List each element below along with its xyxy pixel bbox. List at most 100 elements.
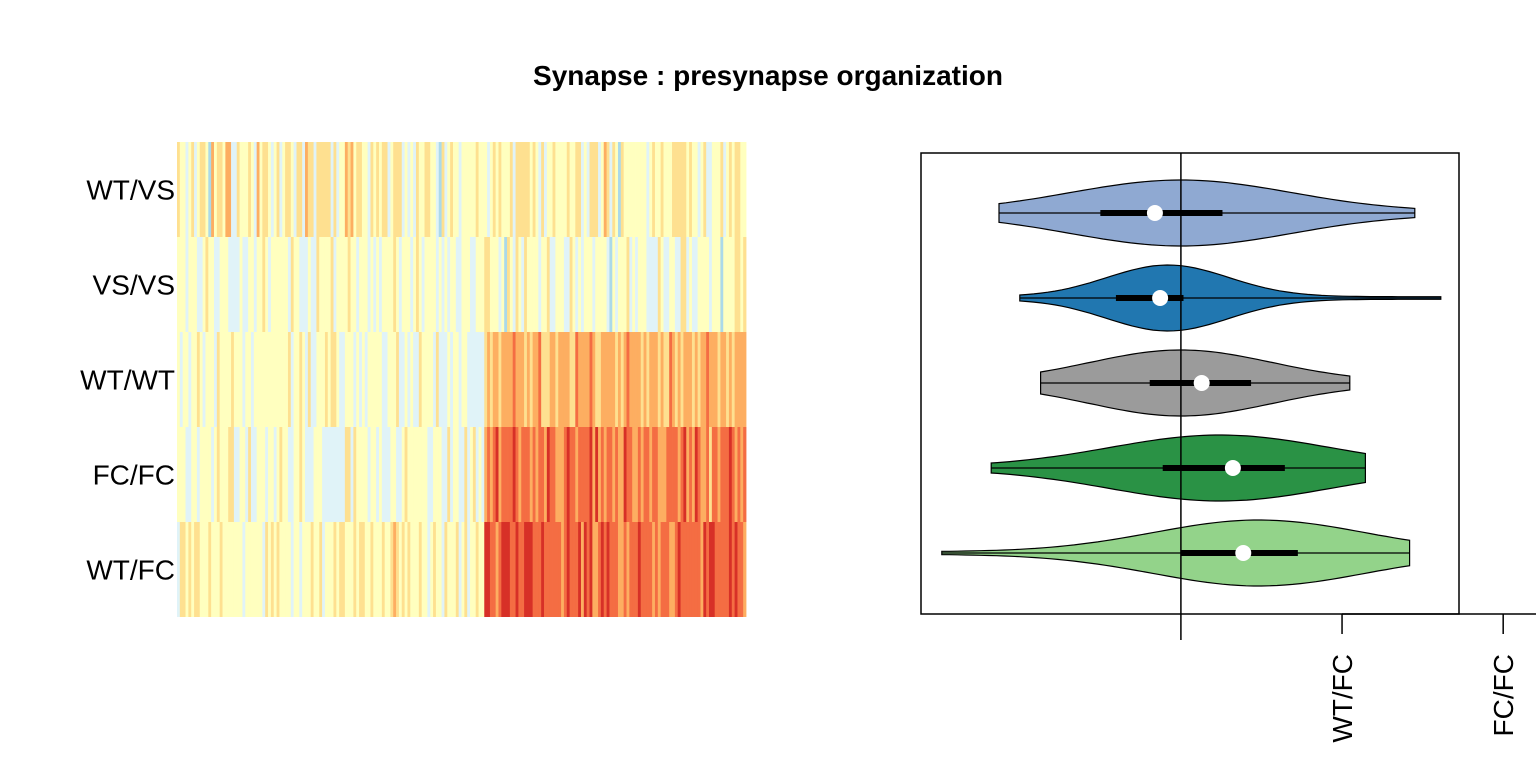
heatmap-cell	[535, 237, 539, 332]
heatmap-cell	[356, 142, 360, 237]
heatmap-row	[177, 427, 747, 522]
heatmap-cell	[222, 522, 226, 617]
heatmap-cell	[592, 237, 596, 332]
heatmap-cell	[538, 522, 542, 617]
heatmap-cell	[307, 237, 312, 332]
heatmap-cell	[470, 142, 474, 237]
heatmap-cell	[487, 237, 491, 332]
heatmap-cell	[507, 142, 511, 237]
heatmap-cell	[544, 142, 548, 237]
heatmap-cell	[310, 237, 314, 332]
heatmap-cell	[481, 522, 485, 617]
heatmap-cell	[290, 522, 295, 617]
heatmap-cell	[578, 332, 582, 427]
heatmap-cell	[370, 237, 374, 332]
heatmap-cell	[686, 332, 690, 427]
heatmap-cell	[404, 332, 408, 427]
heatmap-cell	[242, 237, 246, 332]
violin	[1019, 264, 1442, 332]
heatmap-cell	[342, 142, 346, 237]
heatmap-cell	[282, 427, 286, 522]
heatmap-cell	[359, 427, 363, 522]
heatmap-row	[177, 522, 747, 617]
heatmap-cell	[353, 427, 357, 522]
heatmap-cell	[731, 427, 736, 522]
heatmap-cell	[270, 332, 275, 427]
heatmap-cell	[285, 142, 289, 237]
heatmap-cell	[558, 332, 562, 427]
heatmap-cell	[376, 427, 380, 522]
heatmap-cell	[569, 142, 573, 237]
heatmap-cell	[666, 427, 670, 522]
violin-median-point	[1146, 205, 1163, 221]
heatmap-cell	[407, 332, 411, 427]
heatmap-cell	[182, 427, 186, 522]
heatmap-cell	[239, 427, 243, 522]
heatmap-cell	[552, 427, 556, 522]
heatmap-cell	[248, 332, 252, 427]
heatmap-cell	[413, 332, 417, 427]
heatmap-cell	[444, 332, 448, 427]
heatmap-cell	[279, 427, 283, 522]
heatmap-cell	[282, 142, 286, 237]
heatmap-cell	[461, 142, 465, 237]
heatmap-cell	[743, 427, 747, 522]
heatmap-cell	[404, 237, 408, 332]
heatmap-cell	[455, 332, 460, 427]
heatmap-cell	[492, 142, 497, 237]
heatmap-cell	[737, 427, 741, 522]
heatmap-cell	[734, 427, 738, 522]
heatmap-cell	[273, 332, 277, 427]
heatmap-cell	[546, 332, 551, 427]
heatmap-cell	[720, 332, 724, 427]
heatmap-cell	[626, 142, 630, 237]
heatmap-cell	[293, 522, 297, 617]
heatmap-cell	[504, 332, 508, 427]
heatmap-cell	[569, 332, 573, 427]
heatmap-cell	[376, 142, 380, 237]
heatmap-cell	[586, 237, 590, 332]
heatmap-cell	[350, 427, 354, 522]
heatmap-cell	[435, 237, 440, 332]
heatmap-cell	[435, 332, 440, 427]
heatmap-cell	[663, 237, 667, 332]
heatmap-cell	[327, 427, 332, 522]
heatmap-cell	[609, 237, 613, 332]
heatmap-cell	[327, 522, 332, 617]
heatmap-cell	[379, 522, 383, 617]
heatmap-cell	[569, 522, 573, 617]
heatmap-cell	[680, 332, 684, 427]
heatmap-cell	[615, 427, 619, 522]
heatmap-cell	[583, 427, 588, 522]
heatmap-cell	[669, 237, 673, 332]
heatmap-cell	[296, 522, 300, 617]
heatmap-cell	[199, 237, 204, 332]
heatmap-cell	[191, 522, 195, 617]
heatmap-cell	[438, 237, 442, 332]
heatmap-cell	[623, 237, 627, 332]
heatmap-cell	[467, 427, 471, 522]
heatmap-cell	[535, 522, 539, 617]
heatmap-cell	[273, 142, 277, 237]
heatmap-cell	[484, 522, 488, 617]
heatmap-cell	[364, 332, 369, 427]
heatmap-cell	[552, 332, 556, 427]
heatmap-cell	[450, 237, 454, 332]
heatmap-cell	[475, 522, 479, 617]
heatmap-cell	[689, 332, 693, 427]
heatmap-cell	[194, 332, 198, 427]
heatmap-cell	[674, 522, 679, 617]
heatmap-cell	[714, 332, 718, 427]
heatmap-cell	[626, 332, 630, 427]
heatmap-cell	[447, 522, 451, 617]
heatmap-cell	[592, 142, 596, 237]
heatmap-cell	[194, 522, 198, 617]
heatmap-cell	[677, 427, 681, 522]
heatmap-cell	[592, 427, 596, 522]
heatmap-cell	[649, 427, 653, 522]
heatmap-cell	[743, 522, 747, 617]
heatmap-cell	[233, 332, 238, 427]
heatmap-cell	[663, 427, 667, 522]
heatmap-cell	[253, 237, 258, 332]
heatmap-cell	[305, 237, 309, 332]
